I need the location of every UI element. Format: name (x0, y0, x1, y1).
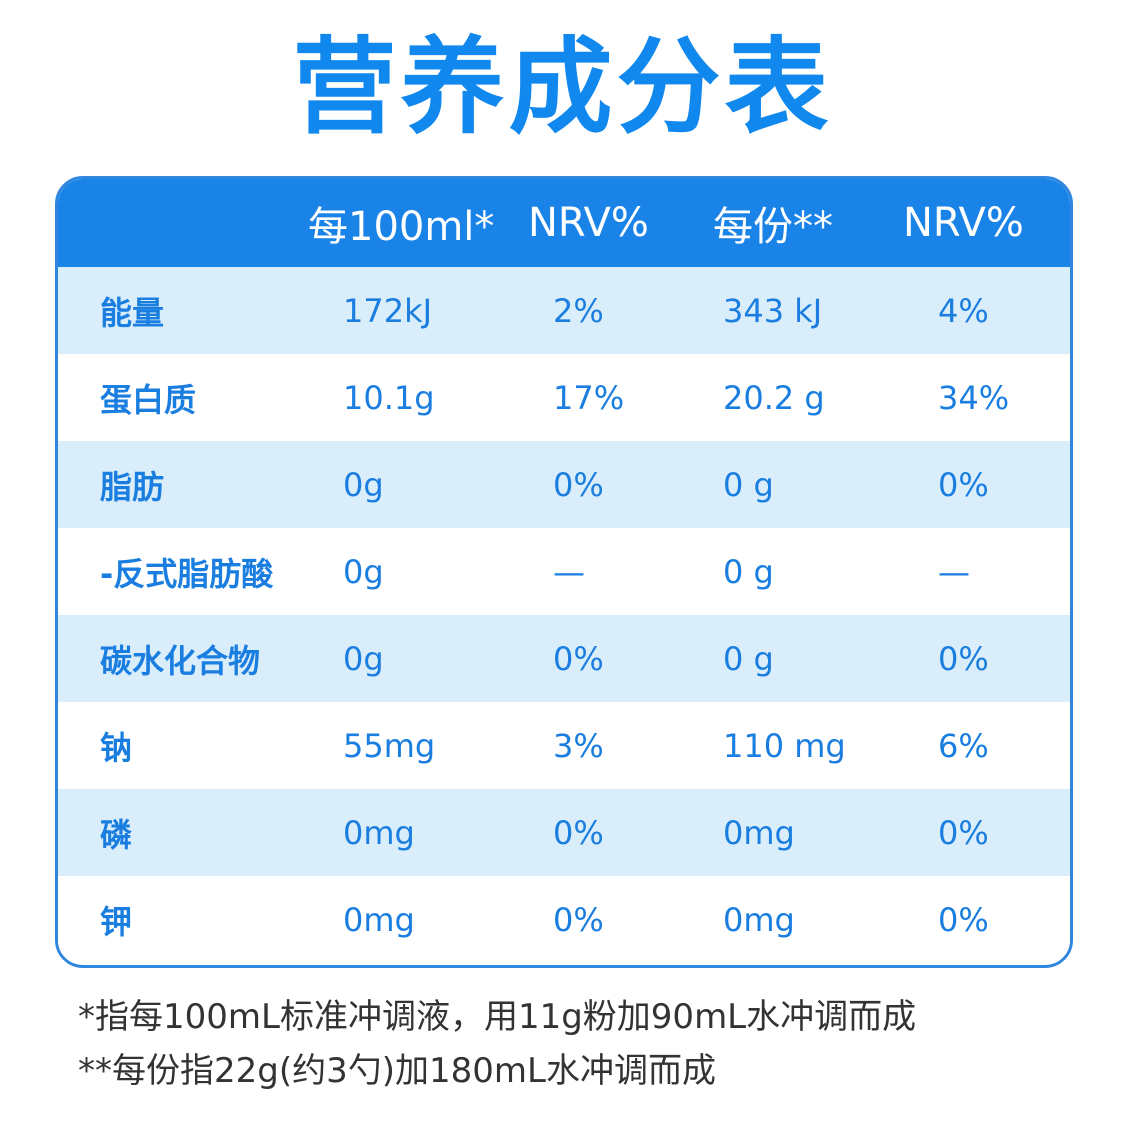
per-serving-value: 0 g (723, 639, 774, 678)
nrv-per-serving-value: 34% (938, 378, 1010, 417)
per-serving-value: 0mg (723, 813, 795, 852)
table-row: 钾 0mg 0% 0mg 0% (58, 876, 1070, 963)
table-row: 磷 0mg 0% 0mg 0% (58, 789, 1070, 876)
nutrient-name: 钠 (100, 728, 133, 767)
nrv-per-100ml-value: 3% (553, 726, 604, 765)
per-100ml-value: 0mg (343, 900, 415, 939)
table-row: -反式脂肪酸 0g — 0 g — (58, 528, 1070, 615)
nrv-per-serving-value: 6% (938, 726, 989, 765)
header-per-100ml: 每100ml* (308, 204, 495, 250)
nutrient-name: -反式脂肪酸 (100, 554, 274, 593)
per-serving-value: 343 kJ (723, 291, 823, 330)
nutrient-name: 能量 (100, 293, 165, 332)
table-row: 钠 55mg 3% 110 mg 6% (58, 702, 1070, 789)
nutrient-name: 蛋白质 (100, 380, 197, 419)
nutrient-name: 磷 (100, 815, 133, 854)
per-100ml-value: 0g (343, 552, 384, 591)
nrv-per-serving-value: 0% (938, 465, 989, 504)
per-serving-value: 0 g (723, 552, 774, 591)
nrv-per-100ml-value: 17% (553, 378, 625, 417)
nrv-per-100ml-value: 0% (553, 900, 604, 939)
header-nrv-per-100ml: NRV% (528, 200, 649, 246)
nrv-per-serving-value: 0% (938, 639, 989, 678)
nutrient-name: 碳水化合物 (100, 641, 261, 680)
per-100ml-value: 10.1g (343, 378, 435, 417)
nrv-per-100ml-value: 2% (553, 291, 604, 330)
per-100ml-value: 55mg (343, 726, 436, 765)
per-100ml-value: 0g (343, 639, 384, 678)
nrv-per-serving-value: 0% (938, 813, 989, 852)
table-row: 碳水化合物 0g 0% 0 g 0% (58, 615, 1070, 702)
nrv-per-100ml-value: 0% (553, 465, 604, 504)
header-nrv-per-serving: NRV% (903, 200, 1024, 246)
per-100ml-value: 0mg (343, 813, 415, 852)
per-serving-value: 0mg (723, 900, 795, 939)
per-serving-value: 0 g (723, 465, 774, 504)
table-row: 脂肪 0g 0% 0 g 0% (58, 441, 1070, 528)
nrv-per-100ml-value: 0% (553, 813, 604, 852)
table-header: 每100ml* NRV% 每份** NRV% (58, 179, 1070, 267)
per-100ml-value: 0g (343, 465, 384, 504)
nrv-per-serving-value: 0% (938, 900, 989, 939)
nutrient-name: 钾 (100, 902, 133, 941)
footnote-per-100ml: *指每100mL标准冲调液，用11g粉加90mL水冲调而成 (78, 997, 917, 1037)
per-serving-value: 110 mg (723, 726, 846, 765)
per-serving-value: 20.2 g (723, 378, 825, 417)
footnote-per-serving: **每份指22g(约3勺)加180mL水冲调而成 (78, 1051, 716, 1091)
table-row: 能量 172kJ 2% 343 kJ 4% (58, 267, 1070, 354)
nutrition-table: 每100ml* NRV% 每份** NRV% 能量 172kJ 2% 343 k… (55, 176, 1073, 968)
nrv-per-100ml-value: — (553, 552, 585, 591)
per-100ml-value: 172kJ (343, 291, 433, 330)
page-title: 营养成分表 (292, 26, 833, 148)
table-row: 蛋白质 10.1g 17% 20.2 g 34% (58, 354, 1070, 441)
nrv-per-serving-value: — (938, 552, 970, 591)
footnotes: *指每100mL标准冲调液，用11g粉加90mL水冲调而成 **每份指22g(约… (78, 990, 916, 1098)
nrv-per-serving-value: 4% (938, 291, 989, 330)
header-per-serving: 每份** (713, 204, 833, 250)
nrv-per-100ml-value: 0% (553, 639, 604, 678)
nutrient-name: 脂肪 (100, 467, 165, 506)
